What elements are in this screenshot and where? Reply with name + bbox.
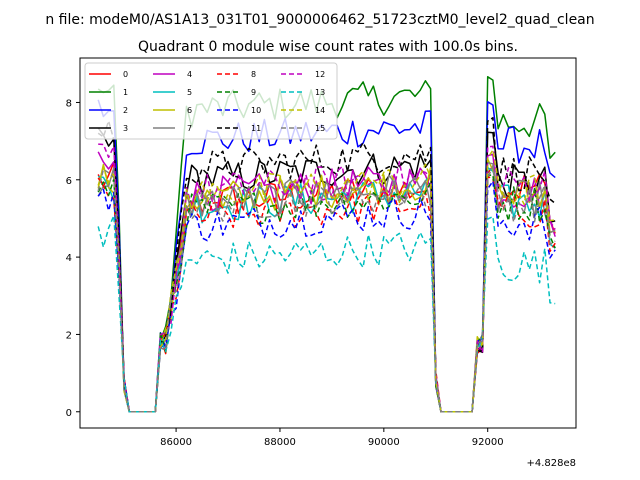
legend-label-15: 15: [315, 124, 325, 133]
x-tick-label: 92000: [472, 437, 504, 448]
legend-label-13: 13: [315, 88, 325, 97]
legend-box: [84, 62, 338, 140]
y-tick-label: 0: [66, 408, 72, 419]
figure-suptitle: n file: modeM0/AS1A13_031T01_9000006462_…: [45, 12, 594, 28]
x-offset-label: +4.828e8: [526, 458, 576, 469]
legend-label-2: 2: [123, 106, 128, 115]
legend-label-12: 12: [315, 70, 325, 79]
x-tick-label: 90000: [368, 437, 400, 448]
series-line-13: [97, 214, 556, 413]
plot-frame: [79, 57, 577, 429]
legend-label-4: 4: [187, 70, 192, 79]
series-line-14: [97, 149, 556, 413]
legend-label-0: 0: [123, 70, 128, 79]
legend-label-8: 8: [251, 70, 256, 79]
x-tick-label: 88000: [264, 437, 296, 448]
x-tick-label: 86000: [160, 437, 192, 448]
series-line-9: [97, 174, 556, 413]
series-line-15: [97, 165, 556, 413]
legend-label-3: 3: [123, 124, 128, 133]
legend-label-7: 7: [187, 124, 192, 133]
series-line-12: [98, 143, 556, 413]
legend-label-14: 14: [315, 106, 325, 115]
chart-title: Quadrant 0 module wise count rates with …: [138, 39, 518, 55]
legend-label-9: 9: [251, 88, 256, 97]
legend-label-10: 10: [251, 106, 261, 115]
y-axis-ticks: 0 2 4 6 8: [66, 98, 80, 419]
y-tick-label: 2: [66, 330, 72, 341]
legend-label-6: 6: [187, 106, 192, 115]
y-tick-label: 4: [66, 253, 72, 264]
x-axis-ticks: 86000 88000 90000 92000: [160, 428, 504, 448]
legend-label-1: 1: [123, 88, 128, 97]
y-tick-label: 6: [66, 176, 72, 187]
legend-label-11: 11: [251, 124, 261, 133]
legend-label-5: 5: [187, 88, 192, 97]
y-tick-label: 8: [66, 98, 72, 109]
